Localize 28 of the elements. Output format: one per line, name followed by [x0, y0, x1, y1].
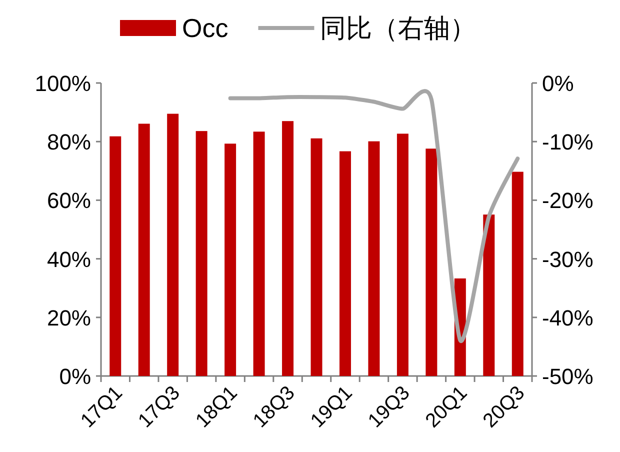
y2-tick-label: 0% [542, 71, 574, 96]
bar [339, 151, 351, 376]
bar [483, 214, 495, 376]
y-tick-label: 20% [46, 305, 91, 330]
bar [224, 144, 236, 376]
legend-label: 同比（右轴） [320, 13, 476, 43]
bar [196, 131, 208, 376]
bar [282, 121, 294, 376]
bar [253, 132, 265, 376]
bar [110, 136, 122, 376]
y2-tick-label: -30% [542, 246, 594, 272]
y2-tick-label: -10% [542, 130, 594, 155]
y2-tick-label: -40% [542, 305, 594, 330]
y-tick-label: 60% [46, 188, 91, 214]
bar [138, 124, 150, 376]
bar [396, 134, 408, 376]
bar [426, 148, 438, 376]
y2-tick-label: -50% [542, 364, 594, 389]
bar [368, 141, 380, 376]
bar [310, 138, 322, 376]
y-tick-label: 0% [59, 364, 91, 389]
bar [512, 172, 524, 376]
y-tick-label: 100% [34, 71, 91, 96]
legend-label: Occ [182, 13, 228, 43]
y2-tick-label: -20% [542, 188, 594, 214]
y-tick-label: 40% [46, 246, 91, 272]
bar [167, 114, 179, 376]
y-tick-label: 80% [46, 130, 91, 155]
